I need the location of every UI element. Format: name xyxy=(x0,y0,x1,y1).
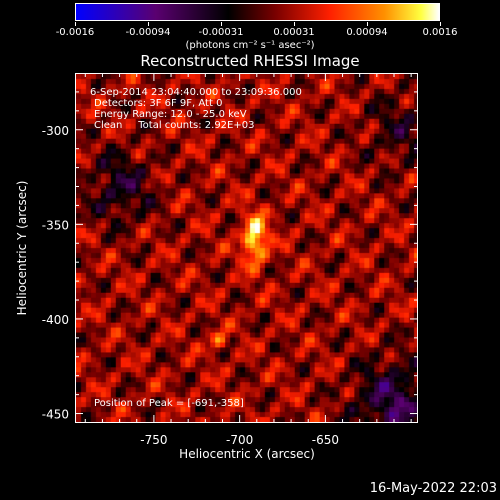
y-tick-label: -300 xyxy=(42,124,69,138)
clean-counts-label: Clean Total counts: 2.92E+03 xyxy=(94,120,255,131)
colorbar-tick-label: 0.00031 xyxy=(273,27,315,38)
x-tick-label: -650 xyxy=(312,433,339,447)
heatmap-image xyxy=(76,74,417,422)
x-tick-label: -750 xyxy=(140,433,167,447)
colorbar-tick xyxy=(221,22,222,26)
chart-title: Reconstructed RHESSI Image xyxy=(140,52,360,70)
colorbar-tick-label: 0.0016 xyxy=(422,27,458,38)
colorbar-tick xyxy=(75,22,76,26)
date-stamp: 16-May-2022 22:03 xyxy=(369,481,497,496)
x-tick-label: -700 xyxy=(226,433,253,447)
colorbar-tick xyxy=(148,22,149,26)
colorbar-tick-label: -0.00094 xyxy=(125,27,171,38)
y-tick-label: -400 xyxy=(42,313,69,327)
colorbar-tick-label: -0.0016 xyxy=(55,27,95,38)
y-tick-label: -450 xyxy=(42,408,69,422)
colorbar-tick xyxy=(367,22,368,26)
plot-area: 6-Sep-2014 23:04:40.000 to 23:09:36.000 … xyxy=(75,73,418,423)
energy-range-label: Energy Range: 12.0 - 25.0 keV xyxy=(94,109,247,120)
colorbar-units: (photons cm⁻² s⁻¹ asec⁻²) xyxy=(185,40,315,51)
y-tick-label: -350 xyxy=(42,218,69,232)
time-range-label: 6-Sep-2014 23:04:40.000 to 23:09:36.000 xyxy=(90,87,302,98)
peak-position-label: Position of Peak = [-691,-358] xyxy=(94,398,244,409)
x-axis-label: Heliocentric X (arcsec) xyxy=(179,447,315,461)
y-axis-label: Heliocentric Y (arcsec) xyxy=(15,180,29,316)
colorbar-tick xyxy=(440,22,441,26)
colorbar-tick-label: -0.00031 xyxy=(198,27,244,38)
colorbar xyxy=(75,3,440,21)
colorbar-tick-label: 0.00094 xyxy=(346,27,388,38)
detectors-label: Detectors: 3F 6F 9F, Att 0 xyxy=(94,98,223,109)
colorbar-tick xyxy=(294,22,295,26)
